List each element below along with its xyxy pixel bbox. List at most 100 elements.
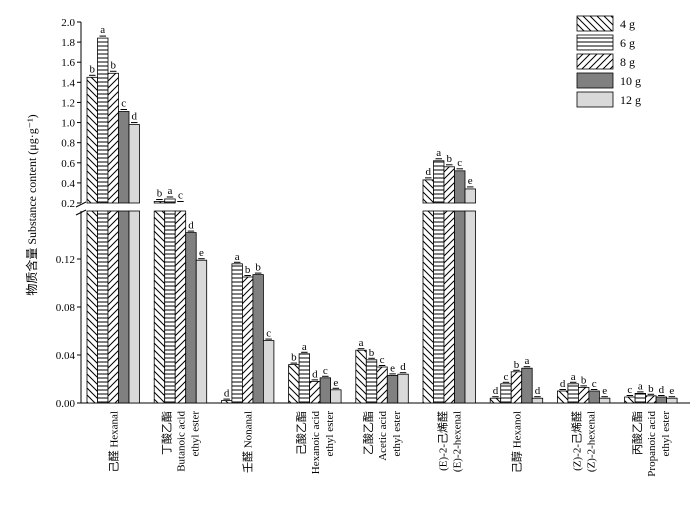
bar (153, 210, 166, 404)
legend-label: 8 g (620, 55, 635, 69)
bar (557, 390, 569, 404)
significance-letter: b (447, 153, 453, 165)
legend-swatch (576, 91, 614, 108)
x-tick-label-line: Acetic acid (377, 411, 389, 461)
significance-letter: c (380, 354, 385, 366)
legend: 4 g 6 g 8 g 10 g 12 g (576, 15, 641, 108)
significance-letter: a (571, 371, 576, 383)
x-tick-label: (E)-2-己烯醛 (E)-2-hexenal (435, 411, 463, 472)
significance-letter: d (188, 220, 194, 232)
significance-letter: c (323, 365, 328, 377)
y-tick-label: 1.4 (61, 77, 75, 89)
x-tick-label-line: 乙酸乙酯 (361, 411, 375, 455)
bar (489, 397, 502, 404)
bar (86, 210, 98, 404)
bar (531, 397, 544, 404)
significance-letter: d (560, 378, 566, 390)
x-tick-label-line: ethyl ester (189, 411, 201, 457)
bar (298, 353, 311, 404)
significance-letter: d (132, 111, 138, 123)
significance-letter: e (468, 175, 473, 187)
bar (365, 359, 378, 404)
significance-letter: b (648, 383, 654, 395)
x-tick-label: 壬醛 Nonanal (241, 411, 255, 473)
significance-letter: d (400, 361, 406, 373)
significance-letter: a (168, 185, 173, 197)
y-tick-label: 0.8 (61, 138, 75, 150)
bar (319, 377, 332, 404)
significance-letter: d (426, 166, 432, 178)
bar (634, 392, 646, 404)
legend-label: 4 g (620, 17, 635, 31)
bars (86, 35, 678, 404)
x-tick-label-line: (Z)-2-己烯醛 (570, 411, 584, 471)
bar (624, 396, 636, 404)
significance-letter: c (121, 97, 126, 109)
significance-letter: b (369, 347, 375, 359)
significance-letter: b (581, 374, 587, 386)
x-tick-label-line: (E)-2-己烯醛 (435, 411, 449, 471)
y-tick-label: 0.4 (61, 178, 75, 190)
significance-letter: e (390, 362, 395, 374)
bar (231, 263, 243, 404)
bar (107, 210, 119, 404)
bar (433, 160, 445, 204)
legend-swatch (576, 34, 614, 51)
axis-break-mark (75, 201, 87, 208)
bar (567, 383, 579, 404)
bar (397, 373, 409, 404)
legend-label: 6 g (620, 36, 635, 50)
significance-letter: d (659, 384, 665, 396)
bar (128, 210, 140, 404)
y-tick-label: 1.2 (61, 97, 75, 109)
legend-swatch (576, 72, 614, 89)
x-tick-label: (Z)-2-己烯醛 (Z)-2-hexenal (570, 411, 598, 472)
significance-letter: a (638, 380, 643, 392)
bar (422, 210, 434, 404)
significance-letter: c (504, 371, 509, 383)
legend-swatch (576, 15, 614, 32)
bar (464, 188, 476, 204)
x-tick-label-line: Hexanoic acid (310, 411, 322, 475)
y-tick-label: 1.8 (61, 37, 75, 49)
significance-letter: d (535, 385, 541, 397)
bar (386, 374, 399, 404)
bar (355, 349, 367, 404)
significance-letter: c (592, 378, 597, 390)
significance-letter: e (199, 247, 204, 259)
bar (118, 210, 130, 404)
bar (128, 124, 140, 204)
significance-letter: e (602, 385, 607, 397)
bar (288, 364, 300, 404)
legend-label: 10 g (620, 74, 641, 88)
y-tick-label: 0.6 (61, 158, 75, 170)
bar (521, 367, 533, 404)
significance-letter: d (493, 385, 499, 397)
bar (500, 383, 512, 404)
x-tick-label: 丁酸乙酯 Butanoic acid ethyl ester (159, 411, 201, 472)
bar (185, 232, 197, 404)
bar (443, 166, 455, 204)
bar (153, 201, 166, 204)
bar (433, 210, 445, 404)
significance-letter: a (100, 24, 105, 36)
y-tick-label: 0.08 (56, 302, 76, 314)
significance-letter: a (302, 341, 307, 353)
bar (107, 72, 119, 204)
legend-label: 12 g (620, 93, 641, 107)
bar (464, 210, 476, 404)
y-tick-label: 0.00 (56, 398, 76, 410)
significance-letter: e (333, 377, 338, 389)
bar (164, 198, 176, 204)
bar (252, 274, 264, 404)
x-tick-label-line: ethyl ester (324, 411, 336, 457)
significance-letter: b (255, 262, 261, 274)
y-tick-label: 1.6 (61, 57, 75, 69)
x-tick-label: 己醇 Hexanol (509, 411, 523, 473)
x-tick-label-line: 丙酸乙酯 (630, 411, 644, 455)
x-tick-label-line: 己醇 Hexanol (509, 411, 523, 473)
bar (376, 366, 388, 404)
significance-letter: c (627, 384, 632, 396)
